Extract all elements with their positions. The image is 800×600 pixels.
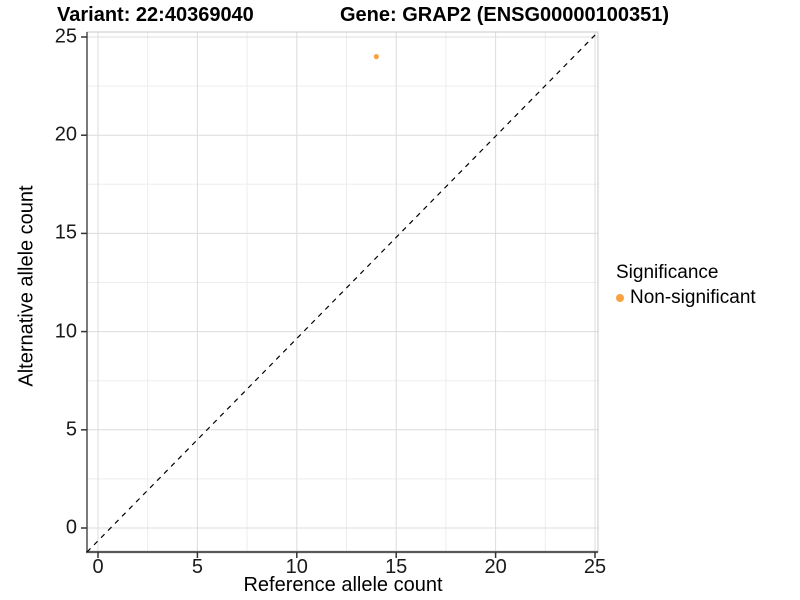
x-tick-label: 25 [583, 556, 607, 578]
y-tick-label: 0 [65, 516, 77, 539]
legend-key-dot-icon [616, 294, 624, 302]
y-tick-label: 20 [54, 123, 77, 146]
x-tick-label: 20 [484, 556, 507, 578]
legend-title: Significance [616, 262, 719, 283]
y-tick-label: 5 [65, 418, 77, 441]
x-tick-label: 0 [92, 556, 104, 578]
plot-title-gene: Gene: GRAP2 (ENSG00000100351) [340, 4, 670, 26]
y-tick-label: 15 [54, 221, 77, 244]
x-tick-label: 15 [385, 556, 408, 578]
x-tick-label: 10 [285, 556, 308, 578]
plot-title-variant: Variant: 22:40369040 [57, 4, 254, 26]
x-axis-title: Reference allele count [243, 574, 443, 596]
legend: Significance Non-significant [616, 262, 756, 309]
legend-item-label: Non-significant [630, 287, 756, 308]
y-tick-label: 10 [54, 320, 77, 343]
data-point [373, 54, 379, 60]
y-tick-label: 25 [54, 25, 77, 48]
y-axis-title: Alternative allele count [15, 185, 38, 387]
legend-item: Non-significant [616, 287, 756, 309]
identity-line [86, 31, 599, 553]
x-tick-label: 5 [191, 556, 203, 578]
